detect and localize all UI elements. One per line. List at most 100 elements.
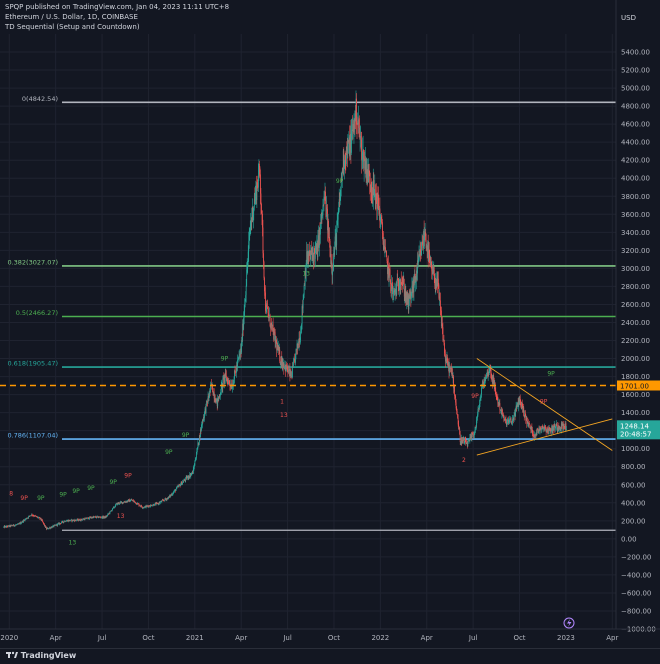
candle-body — [335, 234, 337, 246]
candle-body — [21, 522, 22, 524]
candle-body — [357, 122, 358, 125]
candle-body — [173, 491, 174, 494]
candle-body — [313, 247, 315, 252]
candle-body — [484, 379, 485, 383]
candle-body — [216, 398, 218, 400]
candle-body — [198, 442, 200, 446]
candle-body — [42, 522, 44, 524]
candle-body — [542, 427, 544, 429]
candle-body — [88, 517, 90, 519]
candle-body — [37, 517, 39, 519]
candle-body — [322, 205, 324, 216]
candle-body — [385, 247, 386, 252]
candle-body — [522, 407, 524, 413]
lightning-icon[interactable] — [563, 617, 575, 629]
candle-body — [273, 331, 275, 340]
candle-body — [464, 439, 466, 442]
candle-body — [53, 525, 54, 527]
candle-body — [370, 185, 372, 189]
candle-body — [484, 379, 486, 382]
candle-body — [196, 449, 198, 455]
candle-body — [98, 516, 100, 518]
candle-body — [168, 496, 170, 498]
candle-body — [434, 285, 436, 287]
price-axis[interactable]: 5400.00 5200.00 5000.00 4800.00 4600.00 4400.… — [615, 0, 660, 634]
candle-body — [105, 516, 107, 518]
time-axis[interactable]: 2020 Apr Jul Oct 2021 Apr Jul Oct 2022 Apr Jul Oct 2… — [0, 628, 660, 642]
candle-body — [298, 338, 300, 345]
candle-body — [469, 436, 471, 439]
candle-body — [37, 516, 39, 518]
candle-body — [445, 355, 446, 362]
candle-body — [199, 435, 201, 438]
candle-body — [102, 516, 104, 518]
indicator-name[interactable]: TD Sequential (Setup and Countdown) — [5, 23, 140, 31]
candle-body — [257, 185, 259, 188]
candle-body — [227, 380, 229, 385]
candle-body — [145, 505, 147, 508]
candle-body — [430, 261, 432, 265]
candle-body — [189, 474, 191, 478]
candle-body — [222, 378, 224, 389]
candle-body — [226, 379, 228, 381]
candle-body — [332, 266, 334, 272]
candle-body — [268, 316, 270, 318]
tradingview-logo[interactable]: TradingView — [6, 651, 76, 660]
candle-body — [217, 398, 219, 406]
candle-body — [438, 284, 440, 298]
candle-body — [164, 498, 166, 501]
candle-body — [517, 402, 519, 407]
chart-overlays — [0, 358, 616, 456]
candle-body — [189, 474, 191, 477]
candle-body — [462, 438, 464, 441]
candle-body — [465, 443, 467, 444]
candle-body — [56, 524, 58, 526]
candle-body — [339, 197, 341, 200]
candle-body — [473, 434, 474, 436]
candle-body — [95, 516, 97, 518]
candle-body — [399, 285, 401, 288]
candle-body — [337, 211, 339, 220]
candle-body — [100, 517, 102, 519]
candle-body — [538, 428, 540, 433]
candle-body — [36, 516, 38, 518]
candle-body — [381, 217, 382, 219]
candle-body — [214, 398, 216, 402]
candle-body — [249, 232, 251, 235]
candle-body — [236, 365, 237, 373]
candle-body — [57, 523, 58, 526]
candle-body — [404, 296, 406, 297]
candle-body — [543, 426, 545, 430]
candle-body — [5, 526, 7, 527]
candle-body — [365, 159, 367, 179]
candle-body — [385, 251, 387, 252]
candle-body — [15, 524, 17, 526]
candle-body — [357, 122, 359, 125]
price-tick-label: 200.00 — [621, 517, 646, 525]
candle-body — [486, 371, 488, 373]
candle-body — [325, 191, 326, 201]
candle-body — [396, 278, 398, 283]
candle-body — [303, 294, 305, 300]
candle-body — [94, 516, 96, 518]
candle-body — [344, 156, 346, 162]
candle-body — [539, 428, 540, 431]
candle-body — [202, 420, 204, 422]
candle-body — [544, 427, 545, 430]
candle-body — [547, 428, 549, 432]
candle-body — [316, 243, 318, 250]
candle-body — [512, 417, 514, 419]
candle-body — [39, 517, 41, 519]
td-setup-marker: 13 — [69, 539, 77, 546]
candle-body — [111, 509, 113, 512]
candle-body — [86, 518, 88, 520]
candle-body — [76, 519, 78, 521]
candle-body — [519, 396, 521, 401]
candle-body — [155, 503, 157, 505]
candle-body — [525, 417, 527, 421]
candle-body — [247, 251, 249, 262]
candle-body — [157, 503, 159, 505]
candle-body — [19, 523, 21, 524]
candle-body — [411, 285, 413, 294]
